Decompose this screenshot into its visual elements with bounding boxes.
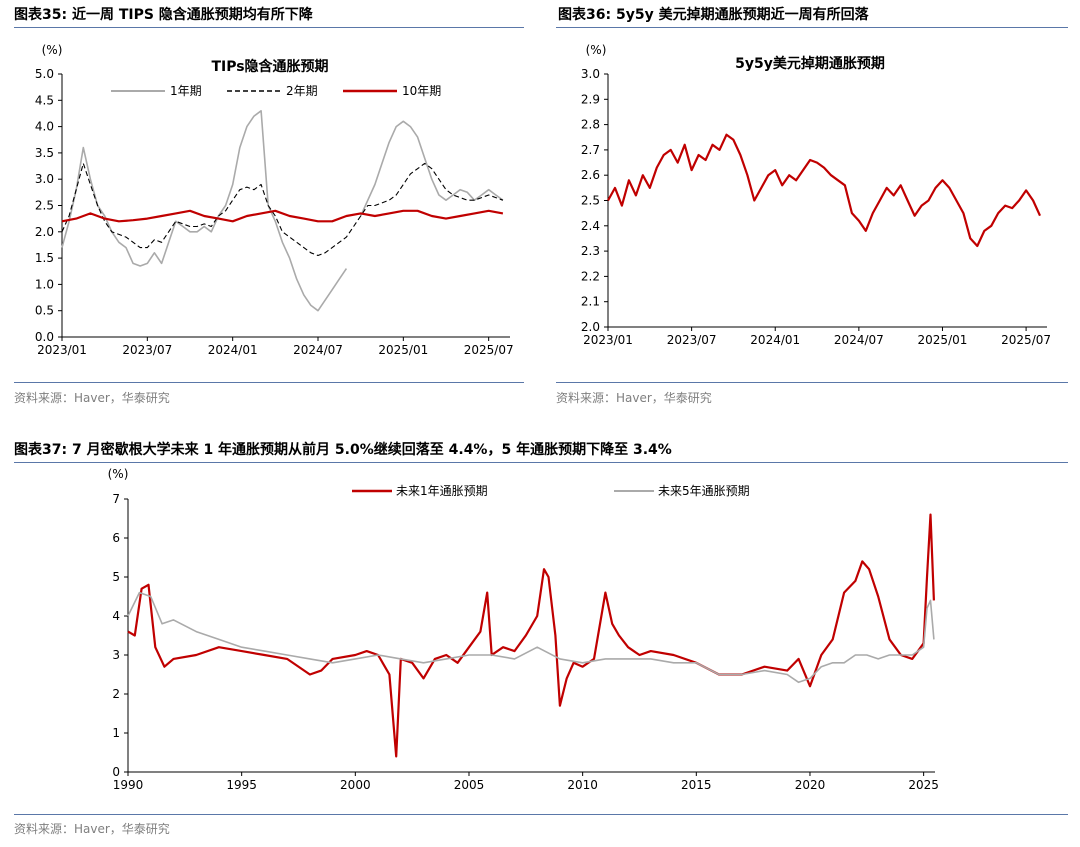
x-tick-label: 2024/07 — [834, 333, 884, 347]
series-line-2 — [61, 162, 504, 257]
fig35-bottom-rule — [14, 382, 524, 383]
x-tick-label: 2023/01 — [583, 333, 633, 347]
y-tick-label: 3.0 — [35, 172, 54, 186]
x-tick-label: 2020 — [795, 778, 826, 792]
fig36-top-rule — [556, 27, 1068, 28]
fig35-top-rule — [14, 27, 524, 28]
x-tick-label: 2024/07 — [293, 343, 343, 357]
x-tick-label: 1995 — [226, 778, 257, 792]
y-tick-label: 2.5 — [35, 199, 54, 213]
chart35-svg: 0.0 0.5 1.0 1.5 2.0 2.5 3.0 3.5 4.0 4.5 5.0 2023/01… — [35, 43, 514, 357]
series-line-2 — [127, 591, 935, 684]
y-tick-label: 6 — [112, 531, 120, 545]
fig37-top-rule — [14, 462, 1068, 463]
legend-label-1: 未来1年通胀预期 — [396, 484, 488, 498]
legend-label-3: 10年期 — [402, 84, 441, 98]
fig36-source: 资料来源：Haver，华泰研究 — [556, 391, 712, 405]
x-tick-label: 2024/01 — [750, 333, 800, 347]
y-tick-label: 1.5 — [35, 251, 54, 265]
x-tick-label: 2025 — [908, 778, 939, 792]
y-tick-label: 2.2 — [581, 269, 600, 283]
y-axis-unit-label: (%) — [108, 467, 129, 481]
y-tick-label: 2.5 — [581, 194, 600, 208]
y-tick-label: 2 — [112, 687, 120, 701]
fig37-bottom-rule — [14, 814, 1068, 815]
y-tick-label: 7 — [112, 492, 120, 506]
series-line-1 — [61, 110, 504, 312]
series-line-1 — [607, 133, 1042, 248]
y-tick-label: 2.9 — [581, 92, 600, 106]
x-tick-label: 2000 — [340, 778, 371, 792]
fig35-heading: 图表35: 近一周 TIPS 隐含通胀预期均有所下降 — [14, 7, 313, 23]
chart36-svg: 2.0 2.1 2.2 2.3 2.4 2.5 2.6 2.7 2.8 2.9 3.0 2023/01… — [581, 43, 1051, 347]
y-tick-label: 3.0 — [581, 67, 600, 81]
chart-title: TIPs隐含通胀预期 — [211, 58, 328, 75]
x-tick-label: 2025/01 — [378, 343, 428, 357]
y-tick-label: 1 — [112, 726, 120, 740]
y-tick-label: 0.0 — [35, 330, 54, 344]
y-axis-unit-label: (%) — [42, 43, 63, 57]
y-tick-label: 2.4 — [581, 219, 600, 233]
fig36-heading: 图表36: 5y5y 美元掉期通胀预期近一周有所回落 — [558, 7, 869, 23]
series-line-1 — [127, 513, 935, 758]
fig35-source: 资料来源：Haver，华泰研究 — [14, 391, 170, 405]
y-tick-label: 2.3 — [581, 244, 600, 258]
y-tick-label: 2.0 — [35, 225, 54, 239]
x-tick-label: 1990 — [113, 778, 144, 792]
y-tick-label: 2.6 — [581, 168, 600, 182]
chart37-svg: 0 1 2 3 4 5 6 7 1990 1995 2000 2005 2010 2015 2020 2025… — [108, 467, 939, 792]
y-tick-label: 2.8 — [581, 118, 600, 132]
y-tick-label: 2.7 — [581, 143, 600, 157]
fig37-heading: 图表37: 7 月密歇根大学未来 1 年通胀预期从前月 5.0%继续回落至 4.… — [14, 442, 672, 458]
x-tick-label: 2005 — [454, 778, 485, 792]
y-tick-label: 2.1 — [581, 295, 600, 309]
y-tick-label: 4 — [112, 609, 120, 623]
y-tick-label: 3 — [112, 648, 120, 662]
chart-title: 5y5y美元掉期通胀预期 — [735, 55, 885, 72]
x-tick-label: 2025/07 — [1001, 333, 1051, 347]
y-tick-label: 3.5 — [35, 146, 54, 160]
x-tick-label: 2024/01 — [208, 343, 258, 357]
y-tick-label: 5 — [112, 570, 120, 584]
x-tick-label: 2015 — [681, 778, 712, 792]
x-tick-label: 2023/07 — [667, 333, 717, 347]
y-tick-label: 0.5 — [35, 304, 54, 318]
y-tick-label: 4.0 — [35, 120, 54, 134]
y-tick-label: 2.0 — [581, 320, 600, 334]
y-tick-label: 5.0 — [35, 67, 54, 81]
y-tick-label: 0 — [112, 765, 120, 779]
y-tick-label: 1.0 — [35, 277, 54, 291]
series-line-3 — [61, 209, 504, 223]
legend-label-2: 未来5年通胀预期 — [658, 484, 750, 498]
x-tick-label: 2025/01 — [918, 333, 968, 347]
y-axis-unit-label: (%) — [586, 43, 607, 57]
x-tick-label: 2025/07 — [464, 343, 514, 357]
x-tick-label: 2023/01 — [37, 343, 87, 357]
y-tick-label: 4.5 — [35, 93, 54, 107]
legend-label-1: 1年期 — [170, 84, 202, 98]
x-tick-label: 2023/07 — [122, 343, 172, 357]
fig36-bottom-rule — [556, 382, 1068, 383]
legend-label-2: 2年期 — [286, 84, 318, 98]
fig37-source: 资料来源：Haver，华泰研究 — [14, 822, 170, 836]
x-tick-label: 2010 — [567, 778, 598, 792]
